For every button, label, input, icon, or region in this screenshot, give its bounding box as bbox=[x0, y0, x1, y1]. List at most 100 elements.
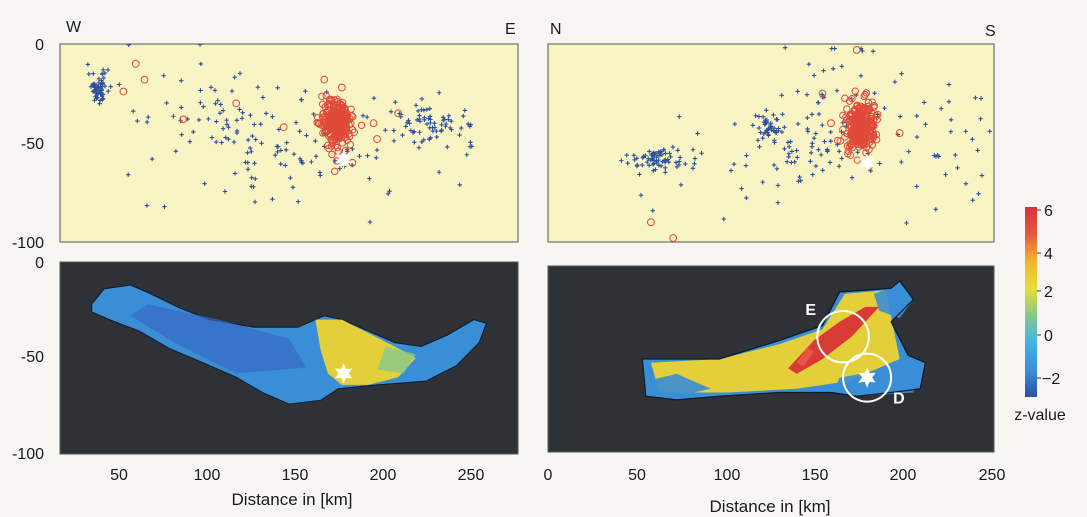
event-marker-blue bbox=[243, 160, 248, 165]
colorbar-tick-label: −2 bbox=[1042, 371, 1060, 388]
event-marker-blue bbox=[731, 161, 737, 167]
event-marker-blue bbox=[666, 159, 671, 165]
event-marker-blue bbox=[938, 106, 944, 111]
corner-label-right: S bbox=[985, 23, 996, 40]
event-marker-blue bbox=[413, 103, 419, 108]
event-marker-blue bbox=[782, 125, 787, 130]
event-marker-blue bbox=[789, 160, 794, 165]
event-marker-red bbox=[326, 130, 335, 139]
event-marker-blue bbox=[432, 120, 437, 126]
event-marker-blue bbox=[428, 120, 433, 126]
event-marker-blue bbox=[445, 144, 450, 150]
event-marker-red bbox=[336, 130, 344, 138]
event-marker-blue bbox=[771, 128, 777, 134]
event-marker-blue bbox=[457, 182, 462, 188]
event-marker-blue bbox=[457, 132, 462, 138]
event-marker-blue bbox=[805, 115, 810, 120]
event-marker-red bbox=[279, 123, 288, 132]
highlight-circle bbox=[816, 309, 870, 364]
event-marker-blue bbox=[99, 92, 105, 97]
event-marker-blue bbox=[259, 141, 264, 146]
event-marker-blue bbox=[226, 136, 231, 142]
event-marker-blue bbox=[385, 191, 391, 197]
event-marker-blue bbox=[755, 138, 761, 143]
event-marker-blue bbox=[656, 157, 661, 163]
event-marker-red bbox=[327, 135, 336, 143]
event-marker-blue bbox=[899, 71, 904, 76]
event-marker-blue bbox=[217, 110, 223, 116]
event-marker-blue bbox=[933, 207, 938, 212]
corner-label-right: E bbox=[505, 21, 516, 38]
event-marker-blue bbox=[829, 46, 834, 51]
event-marker-blue bbox=[213, 139, 219, 145]
x-tick-label: 200 bbox=[370, 467, 397, 484]
event-marker-blue bbox=[760, 179, 765, 185]
event-marker-blue bbox=[836, 149, 842, 154]
event-marker-blue bbox=[424, 121, 430, 127]
event-marker-blue bbox=[943, 172, 948, 177]
event-marker-blue bbox=[276, 127, 282, 132]
event-marker-blue bbox=[646, 163, 652, 168]
event-marker-blue bbox=[263, 111, 269, 116]
event-marker-red bbox=[324, 141, 332, 150]
zvalue-high-zone bbox=[650, 290, 900, 393]
event-marker-blue bbox=[699, 150, 704, 156]
event-marker-red bbox=[856, 114, 864, 123]
event-marker-blue bbox=[131, 109, 136, 114]
circle-label: E bbox=[805, 302, 816, 319]
event-marker-blue bbox=[779, 129, 785, 135]
event-marker-red bbox=[369, 119, 378, 128]
panel-frame bbox=[547, 43, 995, 243]
event-marker-blue bbox=[648, 157, 654, 163]
event-marker-blue bbox=[449, 118, 454, 124]
zvalue-low-zone bbox=[834, 368, 917, 397]
event-marker-blue bbox=[419, 96, 425, 102]
event-marker-blue bbox=[357, 154, 362, 159]
event-marker-blue bbox=[744, 153, 749, 158]
event-marker-blue bbox=[90, 89, 96, 94]
event-marker-blue bbox=[785, 140, 791, 145]
event-marker-red bbox=[669, 234, 678, 242]
event-marker-blue bbox=[753, 113, 758, 118]
event-marker-blue bbox=[647, 149, 652, 154]
event-marker-blue bbox=[657, 153, 663, 158]
event-marker-blue bbox=[404, 120, 410, 125]
event-marker-blue bbox=[290, 185, 296, 190]
event-marker-blue bbox=[324, 89, 329, 95]
event-marker-red bbox=[895, 129, 904, 138]
event-marker-blue bbox=[732, 121, 738, 127]
event-marker-blue bbox=[792, 159, 797, 165]
event-marker-blue bbox=[245, 150, 250, 155]
event-marker-red bbox=[851, 87, 859, 95]
event-marker-blue bbox=[94, 90, 99, 96]
event-marker-blue bbox=[313, 138, 318, 144]
event-marker-blue bbox=[763, 121, 768, 126]
event-marker-blue bbox=[933, 154, 939, 159]
x-axis-label: Distance in [km] bbox=[232, 490, 353, 509]
event-marker-blue bbox=[813, 163, 819, 169]
event-marker-blue bbox=[756, 114, 762, 119]
x-tick-label: 150 bbox=[282, 467, 309, 484]
event-marker-red bbox=[872, 135, 881, 144]
event-marker-blue bbox=[638, 193, 644, 198]
event-marker-blue bbox=[198, 61, 204, 67]
event-marker-blue bbox=[870, 49, 876, 54]
event-marker-blue bbox=[776, 128, 781, 134]
event-marker-blue bbox=[820, 122, 825, 128]
event-marker-red bbox=[330, 104, 338, 112]
event-marker-blue bbox=[923, 122, 928, 127]
event-marker-blue bbox=[303, 89, 308, 94]
event-marker-blue bbox=[690, 147, 696, 152]
event-marker-blue bbox=[91, 71, 96, 76]
zvalue-map bbox=[641, 280, 927, 403]
event-marker-blue bbox=[260, 95, 266, 100]
event-marker-red bbox=[868, 121, 877, 130]
event-marker-blue bbox=[417, 113, 422, 118]
event-marker-blue bbox=[822, 139, 827, 144]
event-marker-red bbox=[318, 92, 326, 101]
event-marker-red bbox=[338, 107, 347, 116]
event-marker-blue bbox=[922, 100, 927, 105]
zvalue-region-outline bbox=[641, 280, 927, 401]
event-marker-blue bbox=[213, 101, 218, 106]
event-marker-blue bbox=[970, 197, 975, 203]
